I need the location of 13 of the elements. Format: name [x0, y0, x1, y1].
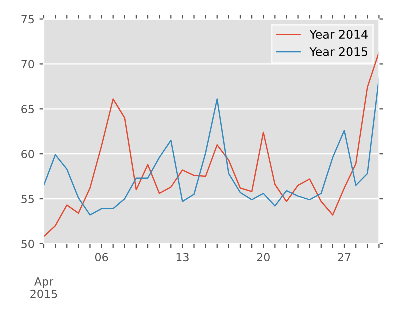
y-tick-label: 70: [22, 60, 34, 69]
y-tick-label: 65: [22, 105, 34, 114]
x-tick-label: 27: [338, 253, 351, 262]
y-tick-label: 50: [22, 240, 34, 248]
y-tick-label: 60: [22, 150, 34, 158]
x-tick-label: 13: [176, 253, 189, 262]
text: Apr 2015: [30, 278, 58, 298]
y-tick-label: 55: [22, 195, 34, 204]
x-tick-label: 20: [257, 253, 270, 262]
x-tick-label: 06: [95, 253, 108, 262]
y-tick-label: 75: [22, 15, 34, 24]
legend-label: Year 2014: [310, 30, 368, 40]
legend-label: Year 2015: [310, 47, 368, 56]
